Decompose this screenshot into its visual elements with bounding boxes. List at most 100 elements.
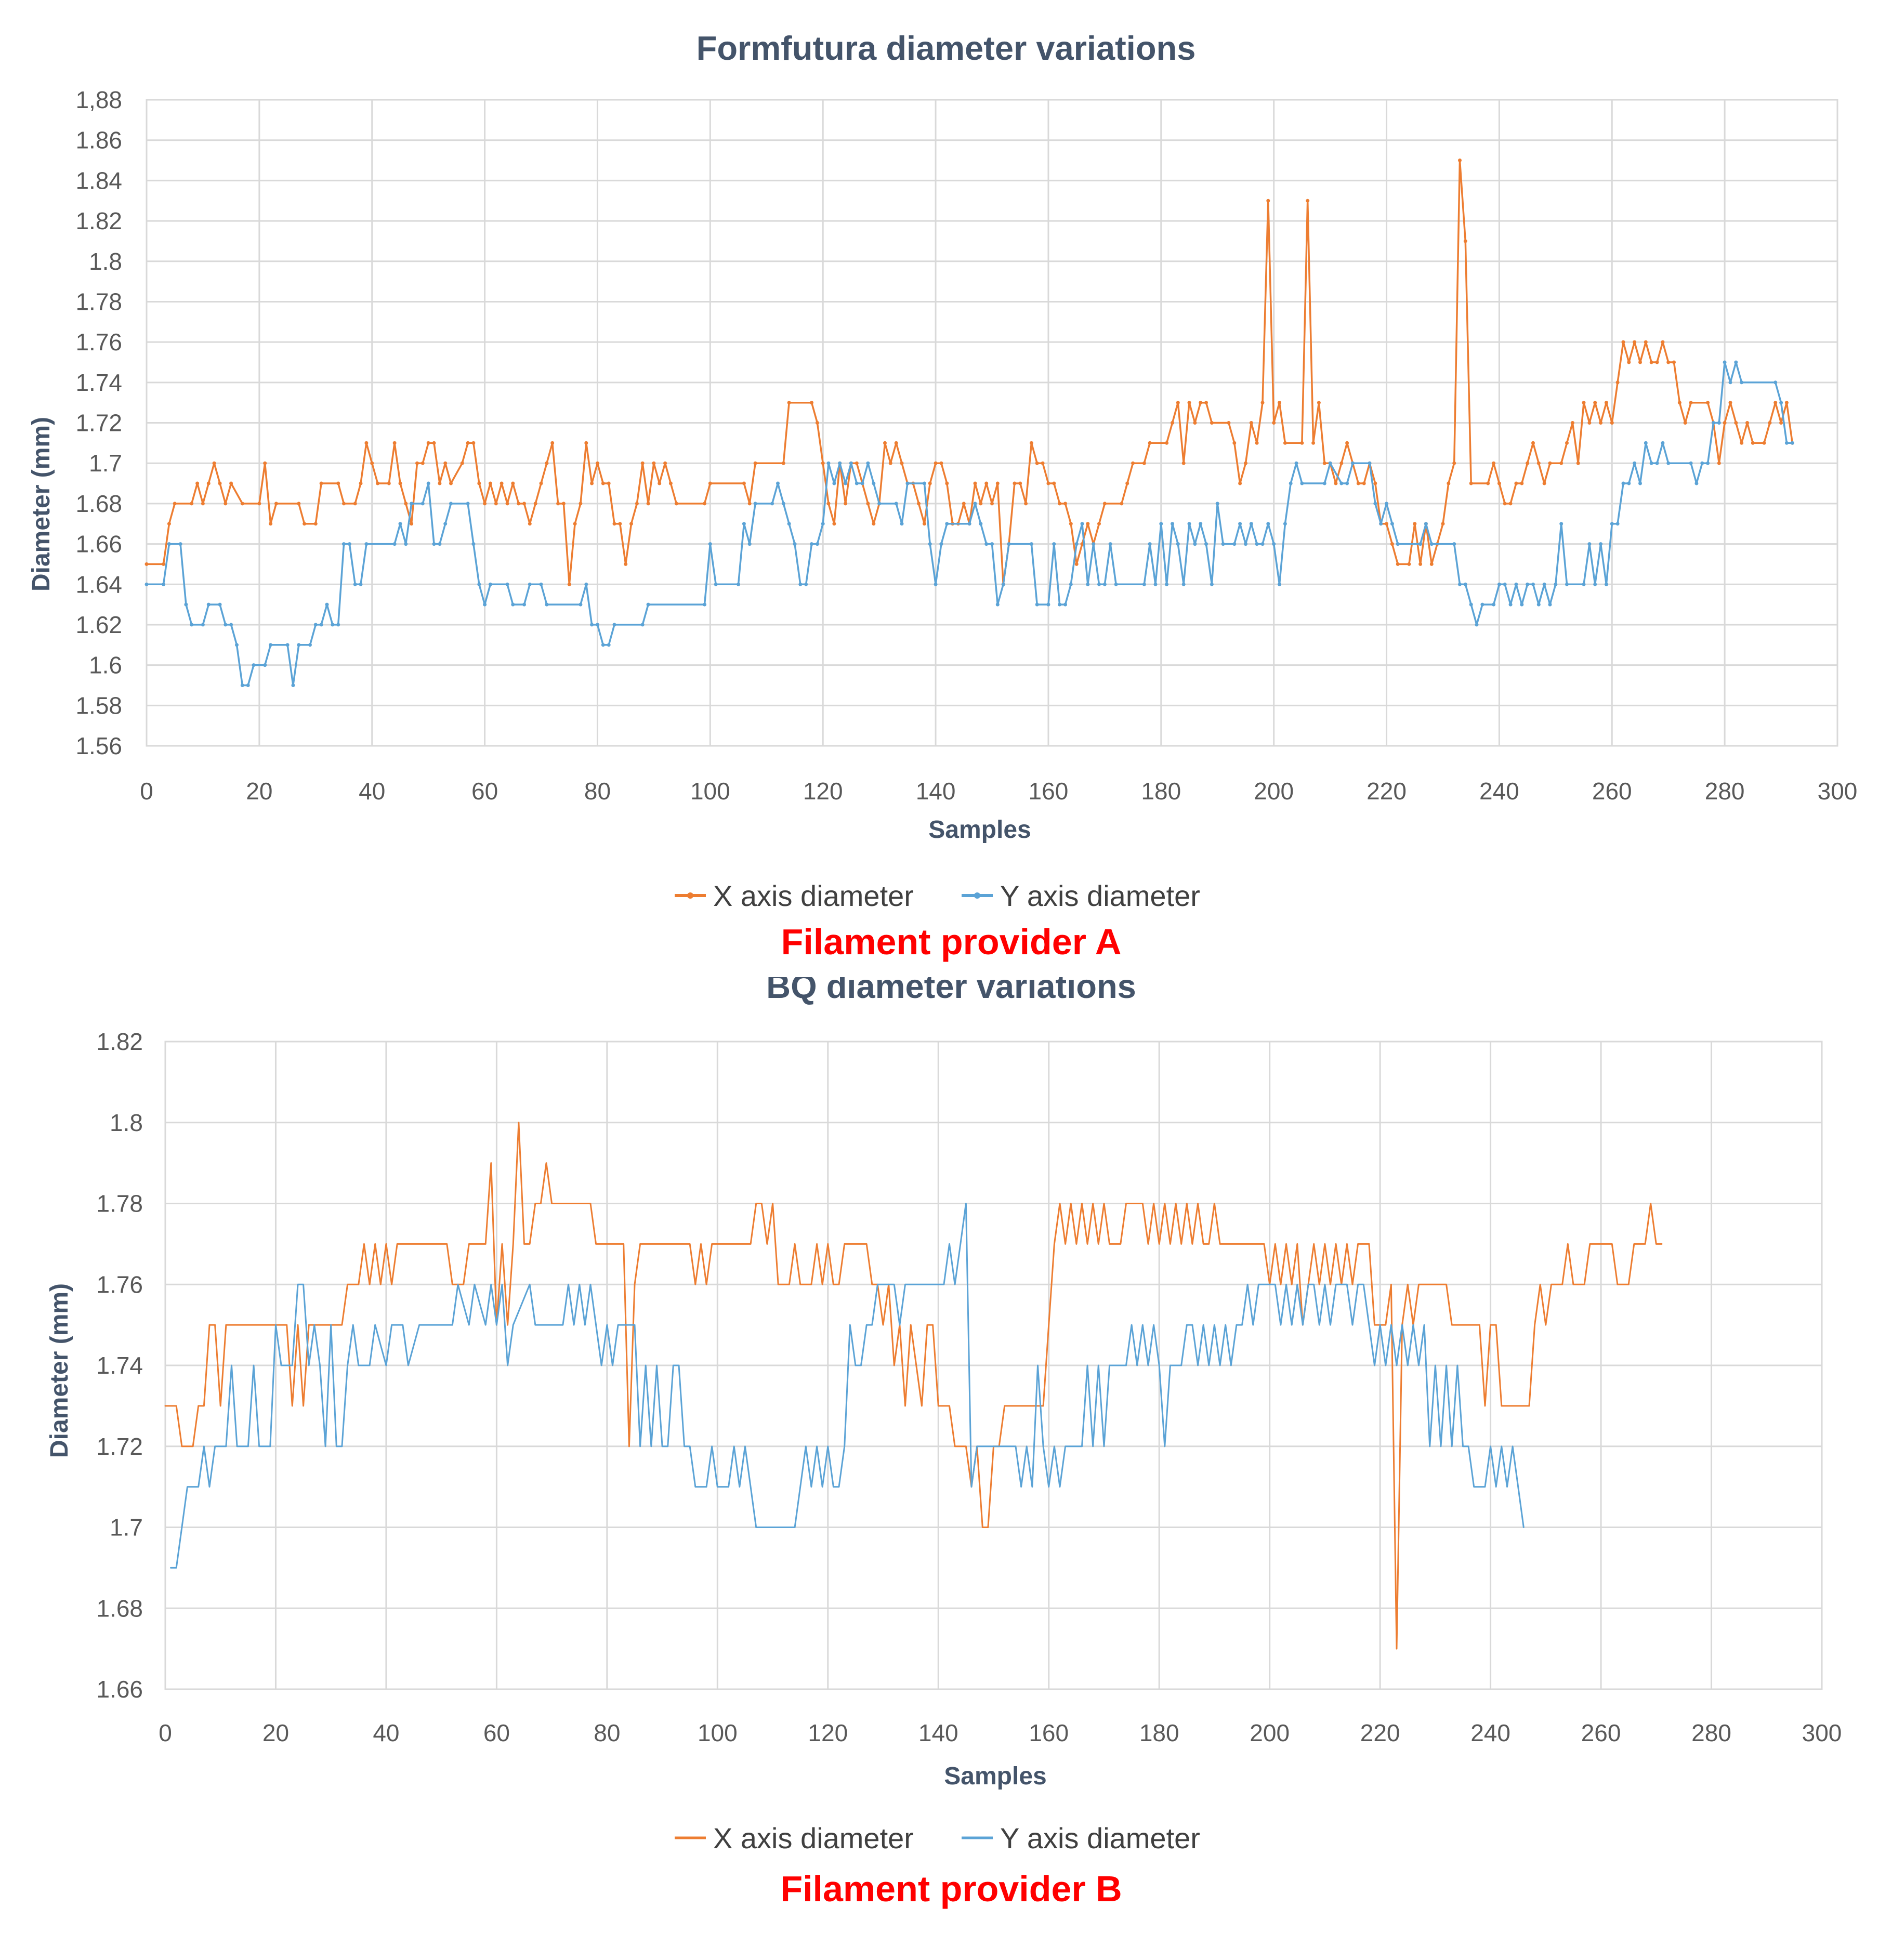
data-point [1740, 380, 1744, 385]
data-point [1204, 542, 1208, 546]
y-tick-label: 1.62 [75, 611, 122, 638]
data-point [297, 502, 301, 506]
y-tick-label: 1.64 [75, 571, 122, 598]
data-point [325, 602, 329, 607]
data-point [1666, 360, 1671, 364]
data-point [359, 582, 363, 586]
data-point [612, 522, 616, 526]
data-point [737, 582, 740, 586]
data-point [1536, 602, 1541, 607]
data-point [855, 461, 859, 465]
data-point [922, 522, 926, 526]
data-point [1661, 340, 1665, 344]
data-point [353, 502, 357, 506]
data-point [1779, 401, 1783, 405]
x-tick-label: 300 [1802, 1719, 1842, 1746]
data-point [1035, 602, 1039, 607]
data-point [1745, 421, 1749, 425]
data-point [1424, 522, 1428, 526]
data-point [1418, 542, 1423, 546]
data-point [1148, 542, 1152, 546]
data-point [832, 481, 836, 485]
series-markers-y-axis-diameter [144, 360, 1794, 687]
data-point [1514, 582, 1518, 586]
data-point [1463, 582, 1467, 586]
data-point [471, 542, 476, 546]
data-point [1238, 481, 1242, 485]
data-point [1689, 461, 1693, 465]
y-tick-label: 1.7 [110, 1514, 143, 1541]
x-tick-label: 180 [1139, 1719, 1179, 1746]
data-point [1717, 461, 1721, 465]
data-point [1244, 542, 1247, 546]
data-point [1187, 522, 1191, 526]
data-point [511, 481, 515, 485]
data-point [1210, 421, 1214, 425]
x-tick-label: 260 [1581, 1719, 1621, 1746]
data-point [1717, 421, 1721, 425]
data-point [770, 502, 774, 506]
data-point [590, 481, 594, 485]
data-point [962, 502, 966, 506]
gridlines [164, 1041, 1823, 1690]
x-tick-label: 80 [594, 1719, 620, 1746]
data-point [404, 502, 408, 506]
data-point [1029, 441, 1033, 445]
chart-title: BQ diameter variations [766, 977, 1136, 1005]
data-point [1734, 360, 1738, 364]
data-point [888, 461, 892, 465]
data-point [466, 441, 470, 445]
data-point [1199, 522, 1203, 526]
data-point [928, 542, 932, 546]
data-point [364, 542, 369, 546]
data-point [1644, 340, 1648, 344]
data-point [392, 441, 397, 445]
data-point [201, 623, 205, 627]
data-point [1086, 582, 1090, 586]
data-series [144, 159, 1794, 687]
data-point [1322, 461, 1326, 465]
data-point [1604, 582, 1608, 586]
data-point [1227, 421, 1231, 425]
data-point [522, 602, 526, 607]
data-point [1508, 502, 1513, 506]
data-point [787, 401, 791, 405]
data-point [753, 461, 757, 465]
data-point [505, 502, 509, 506]
data-point [883, 441, 887, 445]
data-point [1356, 481, 1360, 485]
data-point [821, 522, 825, 526]
x-tick-label: 200 [1254, 778, 1294, 805]
data-point [1052, 481, 1056, 485]
series-markers-x-axis-diameter [144, 159, 1794, 586]
data-point [1345, 481, 1349, 485]
x-axis-title: Samples [944, 1762, 1046, 1790]
data-point [1447, 481, 1451, 485]
data-point [206, 481, 211, 485]
data-point [1554, 582, 1558, 586]
data-point [550, 441, 555, 445]
data-point [742, 481, 746, 485]
data-point [1526, 582, 1530, 586]
data-point [1390, 542, 1394, 546]
data-point [596, 461, 599, 465]
data-point [1345, 441, 1349, 445]
data-point [1176, 401, 1180, 405]
formfutura-chart: Formfutura diameter variations 1.561.581… [28, 29, 1857, 962]
y-tick-label: 1.8 [89, 248, 122, 275]
data-point [1379, 522, 1383, 526]
data-point [1531, 582, 1535, 586]
data-point [894, 441, 898, 445]
data-point [1058, 602, 1062, 607]
y-tick-label: 1.78 [75, 288, 122, 315]
data-point [1520, 602, 1524, 607]
data-point [1142, 582, 1146, 586]
data-point [1610, 522, 1614, 526]
data-point [1492, 461, 1496, 465]
data-point [1035, 461, 1039, 465]
data-point [1475, 623, 1479, 627]
data-point [359, 481, 363, 485]
data-point [1120, 502, 1124, 506]
data-point [353, 582, 357, 586]
data-point [1633, 461, 1637, 465]
